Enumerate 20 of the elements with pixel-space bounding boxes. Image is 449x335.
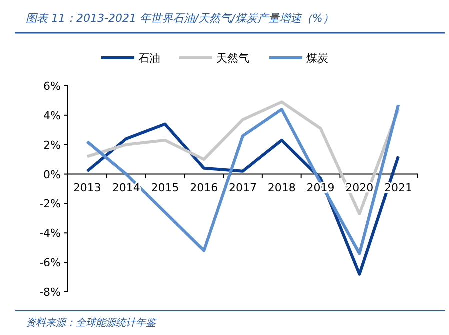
x-tick-label: 2014 bbox=[112, 181, 140, 194]
y-tick-label: 4% bbox=[44, 109, 61, 122]
y-tick-label: -2% bbox=[40, 198, 61, 211]
y-tick-label: -8% bbox=[40, 286, 61, 299]
x-tick-label: 2017 bbox=[229, 181, 257, 194]
y-tick-label: -6% bbox=[40, 256, 61, 270]
title: 图表 11：2013-2021 年世界石油/天然气/煤炭产量增速（%） bbox=[26, 12, 334, 25]
y-tick-label: 2% bbox=[44, 138, 61, 152]
x-tick-label: 2015 bbox=[151, 181, 180, 194]
legend-label: 煤炭 bbox=[306, 52, 328, 65]
y-tick-label: 0% bbox=[44, 168, 61, 182]
x-tick-label: 2020 bbox=[346, 181, 374, 194]
x-tick-label: 2018 bbox=[268, 181, 296, 194]
x-tick-label: 2016 bbox=[190, 181, 218, 194]
x-tick-label: 2013 bbox=[73, 181, 102, 194]
y-tick-label: -4% bbox=[40, 227, 61, 240]
y-tick-label: 6% bbox=[44, 80, 61, 93]
text: 资料来源：全球能源统计年鉴 bbox=[26, 317, 158, 329]
legend-label: 石油 bbox=[138, 52, 160, 65]
legend-label: 天然气 bbox=[216, 52, 250, 65]
